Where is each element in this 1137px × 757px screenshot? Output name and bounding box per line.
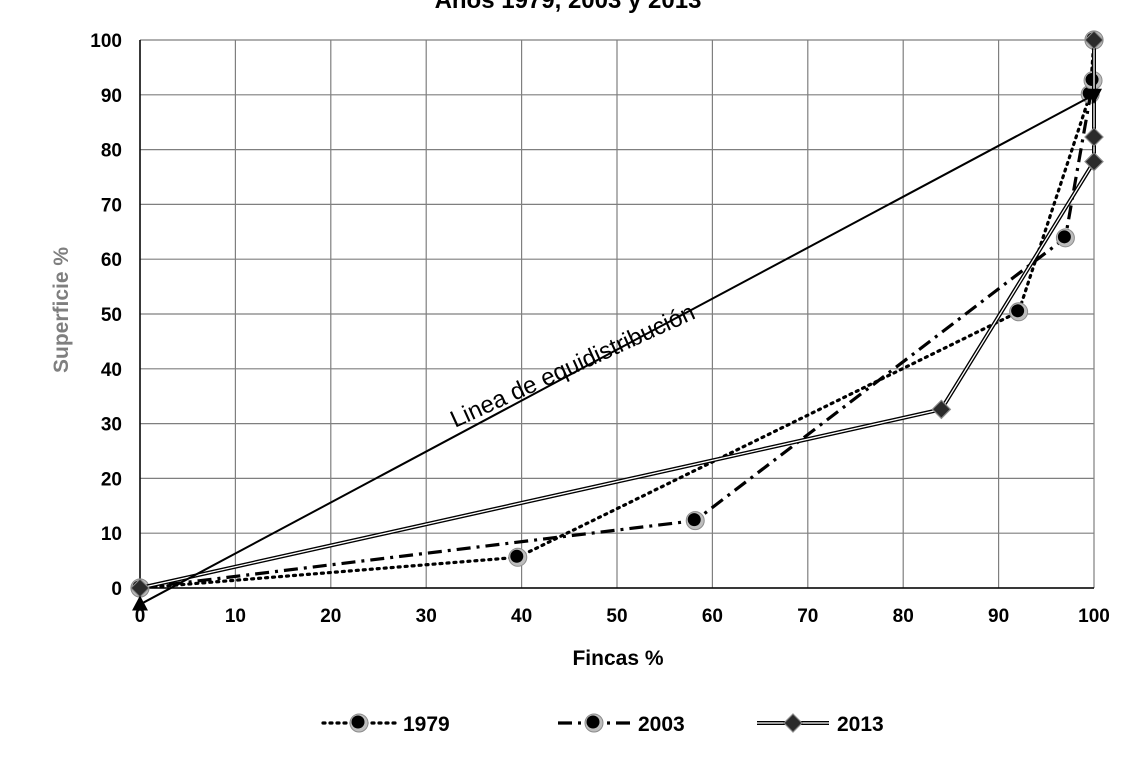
y-tick-label: 10: [101, 524, 122, 545]
x-tick-label: 80: [893, 606, 914, 627]
tick-labels: 0 10 20 30 40 50 60 70 80 90 100 0 10 20 30 40 50 60 70 80 9…: [90, 31, 1110, 627]
legend-marker-2013: [783, 713, 803, 733]
x-tick-label: 10: [225, 606, 246, 627]
legend-marker-1979: [351, 715, 365, 729]
y-tick-label: 60: [101, 250, 122, 271]
grid: [139, 39, 1095, 589]
y-tick-label: 30: [101, 415, 122, 436]
line-end-marker: [132, 595, 148, 611]
x-tick-label: 70: [797, 606, 818, 627]
legend-label-2003: 2003: [638, 713, 685, 736]
data-point-2013: [1084, 127, 1104, 147]
legend-label-1979: 1979: [403, 713, 450, 736]
data-point-2013: [931, 399, 952, 420]
x-axis-label: Fincas %: [572, 647, 663, 670]
series-2013: [130, 30, 1104, 598]
y-tick-label: 80: [101, 141, 122, 162]
line-end-marker: [1086, 88, 1102, 104]
chart-title: Años 1979, 2003 y 2013: [435, 0, 702, 14]
data-point-1979: [1011, 304, 1025, 318]
x-tick-label: 60: [702, 606, 723, 627]
x-tick-label: 100: [1078, 606, 1110, 627]
legend-item-2013: 2013: [757, 713, 884, 736]
legend-marker-2003: [586, 715, 600, 729]
series-layer: [130, 30, 1104, 611]
data-point-1979: [510, 549, 524, 563]
y-tick-label: 0: [111, 579, 122, 600]
y-tick-label: 70: [101, 195, 122, 216]
y-tick-label: 40: [101, 360, 122, 381]
x-tick-label: 40: [511, 606, 532, 627]
y-tick-label: 100: [90, 31, 122, 52]
legend-item-2003: 2003: [558, 713, 685, 736]
data-point-2003: [1057, 230, 1071, 244]
legend-item-1979: 1979: [321, 713, 450, 736]
series-line-equidistribution: [139, 93, 1095, 606]
y-tick-label: 50: [101, 305, 122, 326]
x-tick-label: 30: [416, 606, 437, 627]
y-tick-label: 90: [101, 86, 122, 107]
legend-label-2013: 2013: [837, 713, 884, 736]
data-point-2013: [1084, 151, 1104, 172]
legend: 1979 2003 2013: [321, 713, 884, 736]
data-point-2013: [1084, 30, 1104, 50]
x-tick-label: 20: [320, 606, 341, 627]
x-tick-label: 0: [135, 606, 146, 627]
y-tick-label: 20: [101, 469, 122, 490]
data-point-2003: [687, 513, 701, 527]
equidistribution-annotation: Linea de equidistribución: [446, 299, 699, 434]
x-tick-label: 50: [606, 606, 627, 627]
y-axis-label: Superficie %: [50, 247, 73, 373]
x-tick-label: 90: [988, 606, 1009, 627]
series-equidistribution: [132, 88, 1102, 611]
